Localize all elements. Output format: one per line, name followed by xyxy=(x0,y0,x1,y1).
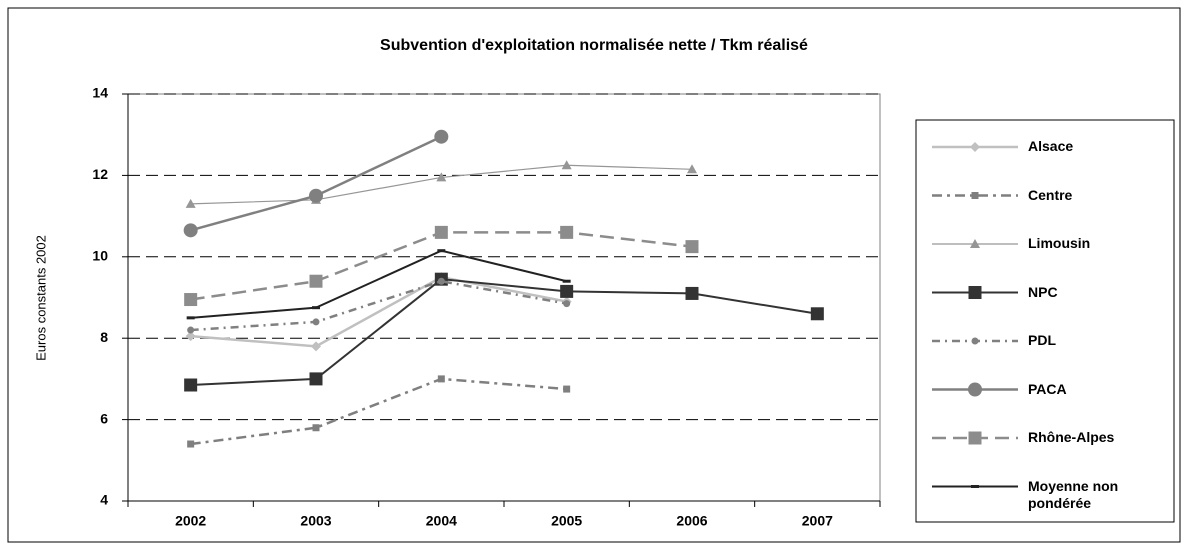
data-point xyxy=(810,307,824,321)
legend-marker xyxy=(970,142,980,152)
data-point xyxy=(312,318,320,326)
legend-marker xyxy=(970,239,980,248)
data-point xyxy=(311,341,321,352)
x-tick-label: 2003 xyxy=(300,513,331,529)
legend-label: PDL xyxy=(1028,332,1056,348)
data-point xyxy=(187,326,195,334)
data-point xyxy=(437,375,445,383)
data-point xyxy=(437,277,445,285)
legend-label: NPC xyxy=(1028,283,1058,300)
data-point xyxy=(312,424,320,432)
data-point xyxy=(560,225,574,239)
y-tick-label: 8 xyxy=(100,329,108,345)
data-point xyxy=(184,293,198,307)
y-tick-label: 14 xyxy=(92,85,108,101)
data-point xyxy=(309,274,323,288)
series-line xyxy=(190,275,567,348)
x-tick-label: 2006 xyxy=(676,513,707,529)
x-tick-label: 2004 xyxy=(426,513,457,529)
x-tick-label: 2007 xyxy=(802,513,833,529)
legend-label: Centre xyxy=(1028,186,1073,203)
data-point xyxy=(185,198,196,208)
x-tick-label: 2002 xyxy=(175,513,206,529)
chart-title: Subvention d'exploitation normalisée net… xyxy=(380,37,808,54)
data-point xyxy=(563,300,571,308)
data-point xyxy=(309,188,323,203)
y-tick-label: 4 xyxy=(100,492,108,508)
legend-marker xyxy=(971,485,979,488)
legend-marker xyxy=(968,286,982,299)
y-tick-label: 10 xyxy=(92,248,108,264)
legend-label: PACA xyxy=(1028,380,1067,397)
x-tick-label: 2005 xyxy=(551,513,582,529)
data-point xyxy=(434,129,449,144)
data-point xyxy=(560,284,574,298)
series-line xyxy=(190,249,567,319)
data-point xyxy=(309,372,323,386)
legend-marker xyxy=(971,192,979,199)
series-line xyxy=(190,377,567,446)
data-point xyxy=(185,331,196,342)
plot-area xyxy=(127,93,881,502)
data-point xyxy=(184,378,198,392)
data-point xyxy=(685,240,699,254)
series-line xyxy=(190,279,567,332)
legend-label: Moyenne non pondérée xyxy=(1028,477,1119,511)
data-point xyxy=(687,164,697,174)
data-point xyxy=(312,306,320,310)
legend-marker xyxy=(971,337,979,345)
data-point xyxy=(434,225,448,239)
series-line xyxy=(190,278,818,387)
legend-label: Rhône-Alpes xyxy=(1028,429,1115,445)
data-point xyxy=(561,160,572,170)
data-point xyxy=(187,440,195,448)
legend-marker xyxy=(968,382,982,397)
data-point xyxy=(186,316,195,320)
legend-box xyxy=(915,119,1175,523)
data-point xyxy=(563,385,571,393)
data-point xyxy=(437,249,446,253)
y-axis-label: Euros constants 2002 xyxy=(33,235,48,361)
data-point xyxy=(685,286,699,300)
data-point xyxy=(436,172,447,182)
legend-label: Alsace xyxy=(1028,138,1074,154)
legend-label: Limousin xyxy=(1028,235,1091,251)
data-point xyxy=(562,279,571,283)
data-point xyxy=(183,223,198,238)
y-tick-label: 6 xyxy=(100,410,108,426)
legend-marker xyxy=(968,431,982,445)
y-tick-label: 12 xyxy=(92,166,108,182)
